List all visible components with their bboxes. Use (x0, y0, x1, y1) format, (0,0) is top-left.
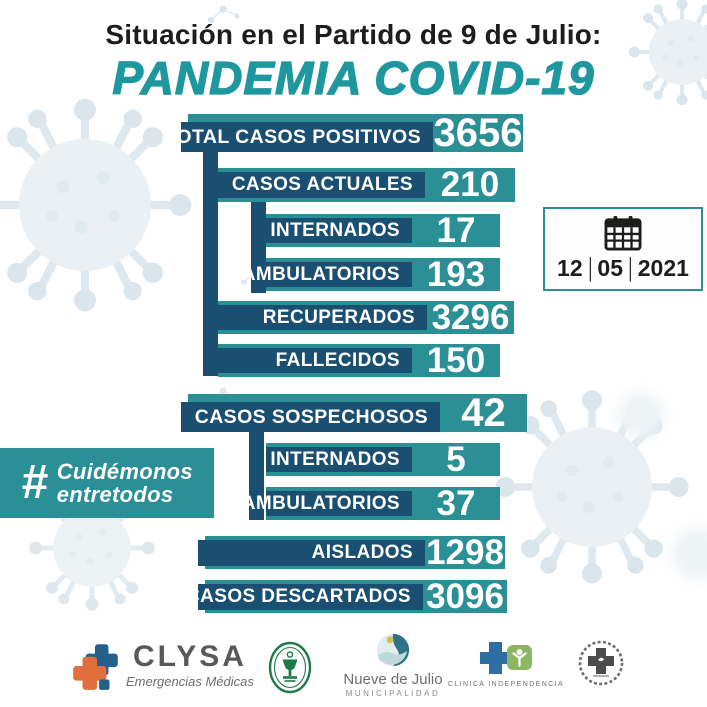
stat-value: 3296 (431, 297, 510, 337)
clinic-stamp-logo (578, 640, 624, 686)
date-text: 12 | 05 | 2021 (557, 251, 689, 284)
stat-label-box: AISLADOS (198, 540, 425, 566)
clysa-tagline: Emergencias Médicas (126, 673, 254, 689)
pharmacists-college-logo (268, 641, 312, 694)
stat-bar: AMBULATORIOS 193 (242, 254, 500, 294)
stat-value: 5 (446, 439, 466, 479)
stat-bar: CASOS SOSPECHOSOS 42 (181, 390, 527, 435)
stat-label-box: INTERNADOS (266, 218, 412, 243)
blur-blob-decoration (672, 528, 707, 580)
stat-label-box: INTERNADOS (266, 447, 412, 472)
clysa-name: CLYSA (132, 639, 247, 673)
date-day: 12 (557, 254, 583, 281)
page-title: Situación en el Partido de 9 de Julio: (105, 19, 602, 50)
stat-bar: FALLECIDOS 150 (218, 340, 500, 380)
stat-label: CASOS SOSPECHOSOS (194, 405, 428, 428)
date-card: 12 | 05 | 2021 (543, 207, 703, 291)
stat-bar: INTERNADOS 5 (266, 439, 500, 479)
stat-label-box: CASOS ACTUALES (218, 172, 425, 198)
stat-label: FALLECIDOS (275, 349, 400, 371)
hashtag-badge: # Cuidémonos entretodos (0, 448, 214, 518)
stat-value: 150 (426, 340, 486, 380)
tree-connector (251, 198, 266, 293)
municipality-name: Nueve de Julio (343, 671, 443, 688)
stat-label: INTERNADOS (270, 448, 400, 470)
stat-label: AISLADOS (311, 542, 413, 563)
stat-label: CASOS ACTUALES (231, 174, 413, 195)
clinic-name: CLINICA INDEPENDENCIA (447, 681, 565, 688)
stat-label-box: TOTAL CASOS POSITIVOS (164, 122, 433, 152)
stat-label: AMBULATORIOS (241, 263, 400, 285)
stat-value: 210 (440, 165, 500, 204)
municipality-logo: Nueve de Julio MUNICIPALIDAD (337, 633, 449, 698)
stat-label-box: FALLECIDOS (218, 348, 412, 373)
tree-connector (249, 428, 264, 520)
stat-label-box: CASOS SOSPECHOSOS (181, 402, 440, 432)
date-month: 05 (597, 254, 623, 281)
stat-value: 37 (436, 483, 476, 523)
stat-bar: AMBULATORIOS 37 (242, 483, 500, 523)
stat-label: TOTAL CASOS POSITIVOS (164, 125, 421, 148)
stat-bar: INTERNADOS 17 (266, 210, 500, 250)
stat-bar: CASOS DESCARTADOS 3096 (186, 576, 507, 616)
stat-label-box: AMBULATORIOS (242, 262, 412, 287)
blur-blob-decoration (618, 393, 664, 439)
tree-connector (203, 146, 218, 376)
stat-bar: RECUPERADOS 3296 (218, 297, 514, 337)
calendar-icon (604, 215, 642, 251)
hashtag-line2: entretodos (56, 482, 174, 507)
clysa-text: CLYSA Emergencias Médicas (126, 639, 254, 689)
stat-label: CASOS DESCARTADOS (186, 586, 411, 607)
stat-label: AMBULATORIOS (241, 492, 400, 514)
clysa-cross-icon (73, 644, 118, 690)
clinic-logo: CLINICA INDEPENDENCIA (448, 641, 563, 688)
date-year: 2021 (637, 254, 689, 281)
stat-bar: CASOS ACTUALES 210 (218, 165, 515, 204)
stat-bar: AISLADOS 1298 (198, 532, 505, 572)
stat-bar: TOTAL CASOS POSITIVOS 3656 (164, 110, 523, 155)
stat-value: 193 (426, 254, 486, 294)
page-subtitle: PANDEMIA COVID-19 (112, 51, 595, 104)
hashtag-text: Cuidémonos entretodos (57, 460, 193, 506)
stat-label: RECUPERADOS (262, 306, 415, 328)
municipality-emblem-icon (376, 633, 410, 667)
clysa-logo: CLYSA Emergencias Médicas (70, 638, 254, 692)
hash-symbol: # (21, 456, 48, 509)
clinic-cross-icon (480, 642, 532, 674)
municipality-subtitle: MUNICIPALIDAD (345, 689, 441, 698)
stat-label: INTERNADOS (270, 219, 400, 241)
stat-value: 1298 (426, 532, 504, 572)
stat-value: 42 (461, 390, 506, 435)
date-separator: | (628, 251, 633, 282)
stat-label-box: CASOS DESCARTADOS (186, 584, 423, 610)
stat-value: 17 (436, 210, 476, 250)
stat-value: 3656 (433, 110, 523, 155)
date-separator: | (588, 251, 592, 282)
hashtag-line1: Cuidémonos (56, 458, 193, 484)
stat-label-box: RECUPERADOS (218, 305, 427, 330)
stat-label-box: AMBULATORIOS (242, 491, 412, 516)
stat-value: 3096 (426, 576, 504, 616)
